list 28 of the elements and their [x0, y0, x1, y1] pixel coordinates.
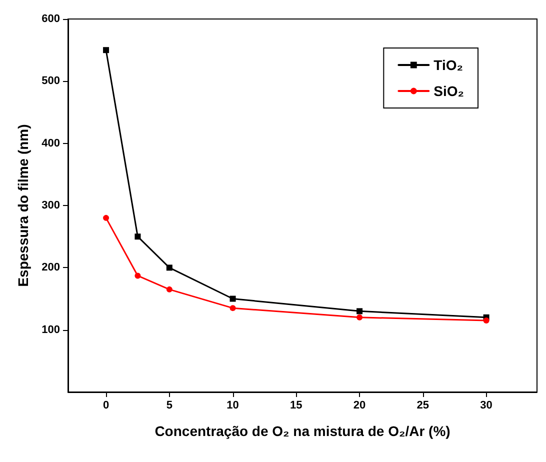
point — [356, 314, 363, 320]
x-tick-label: 5 — [166, 400, 172, 412]
y-tick-label: 400 — [42, 137, 60, 150]
point — [483, 318, 490, 324]
x-tick-label: 30 — [480, 400, 492, 412]
y-tick-label: 500 — [42, 75, 60, 88]
x-tick-label: 0 — [102, 400, 110, 412]
point — [103, 214, 110, 221]
x-tick-label: 20 — [353, 400, 366, 412]
point — [134, 234, 141, 240]
legend-label: SiO₂ — [434, 83, 464, 99]
y-tick-label: 600 — [42, 13, 60, 25]
point — [166, 264, 172, 271]
y-tick-label: 300 — [42, 200, 60, 212]
y-axis-title: Espessura do filme (nm) — [15, 124, 31, 287]
x-tick-label: 25 — [416, 400, 430, 412]
legend-label: TiO₂ — [434, 57, 463, 73]
y-tick-label: 200 — [42, 262, 60, 274]
x-axis-title: Concentração de O₂ na mistura de O₂/Ar (%) — [154, 423, 450, 439]
x-tick-label: 15 — [290, 400, 302, 412]
point — [166, 286, 172, 292]
point — [356, 308, 363, 314]
point — [230, 305, 236, 312]
point — [103, 47, 110, 54]
point — [134, 272, 141, 279]
x-tick-label: 10 — [226, 400, 239, 412]
point — [230, 296, 236, 302]
y-tick-label: 100 — [42, 324, 60, 336]
